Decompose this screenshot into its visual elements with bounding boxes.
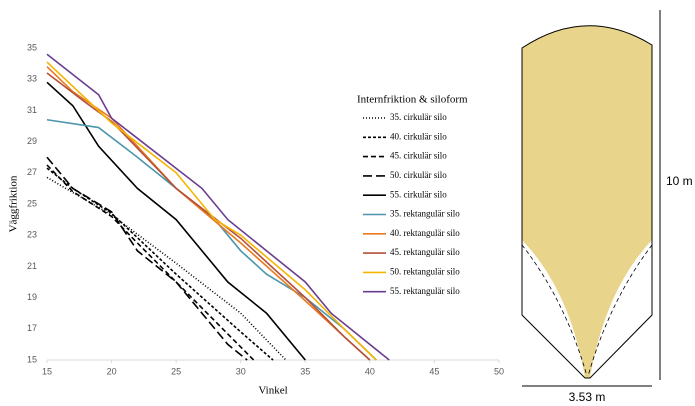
series-line — [46, 81, 306, 361]
y-tick-label: 35 — [27, 42, 37, 52]
series-line — [46, 61, 377, 361]
x-tick-label: 25 — [171, 366, 181, 376]
series-line — [46, 167, 274, 361]
legend-label: 40. cirkulär silo — [390, 131, 447, 141]
silo-dashed-edge — [521, 244, 653, 377]
y-tick-label: 23 — [27, 230, 37, 240]
series-line — [46, 176, 287, 361]
height-label: 10 m — [666, 174, 693, 188]
legend-label: 50. rektangulär silo — [390, 266, 460, 276]
x-tick-label: 20 — [107, 366, 117, 376]
series-line — [46, 156, 248, 361]
legend-label: 45. rektangulär silo — [390, 247, 460, 257]
y-tick-label: 31 — [27, 105, 37, 115]
silo-fill — [522, 25, 652, 378]
y-tick-label: 21 — [27, 261, 37, 271]
y-tick-label: 33 — [27, 74, 37, 84]
legend-label: 45. cirkulär silo — [390, 151, 447, 161]
x-tick-label: 30 — [236, 366, 246, 376]
legend-label: 55. rektangulär silo — [390, 286, 460, 296]
y-tick-label: 29 — [27, 136, 37, 146]
legend-label: 40. rektangulär silo — [390, 228, 460, 238]
legend-label: 55. cirkulär silo — [390, 189, 447, 199]
legend-label: 35. cirkulär silo — [390, 112, 447, 122]
series-line — [46, 72, 371, 361]
width-label: 3.53 m — [569, 390, 606, 404]
silo-outline — [521, 25, 653, 379]
legend-title: Internfriktion & siloform — [357, 94, 468, 106]
x-tick-label: 40 — [365, 366, 375, 376]
x-axis-label: Vinkel — [258, 385, 287, 397]
x-tick-label: 35 — [300, 366, 310, 376]
series-line — [46, 53, 390, 361]
legend-label: 35. rektangulär silo — [390, 209, 460, 219]
x-tick-label: 50 — [494, 366, 504, 376]
x-tick-label: 45 — [429, 366, 439, 376]
y-tick-label: 17 — [27, 323, 37, 333]
y-tick-label: 19 — [27, 292, 37, 302]
y-tick-label: 25 — [27, 198, 37, 208]
y-axis-label: Väggfriktion — [8, 175, 20, 232]
y-tick-label: 15 — [27, 354, 37, 364]
x-tick-label: 15 — [42, 366, 52, 376]
silo-diagram: 10 m 3.53 m — [521, 10, 693, 404]
y-tick-label: 27 — [27, 167, 37, 177]
series-line — [46, 164, 255, 361]
series-line — [46, 118, 377, 361]
legend-label: 50. cirkulär silo — [390, 170, 447, 180]
